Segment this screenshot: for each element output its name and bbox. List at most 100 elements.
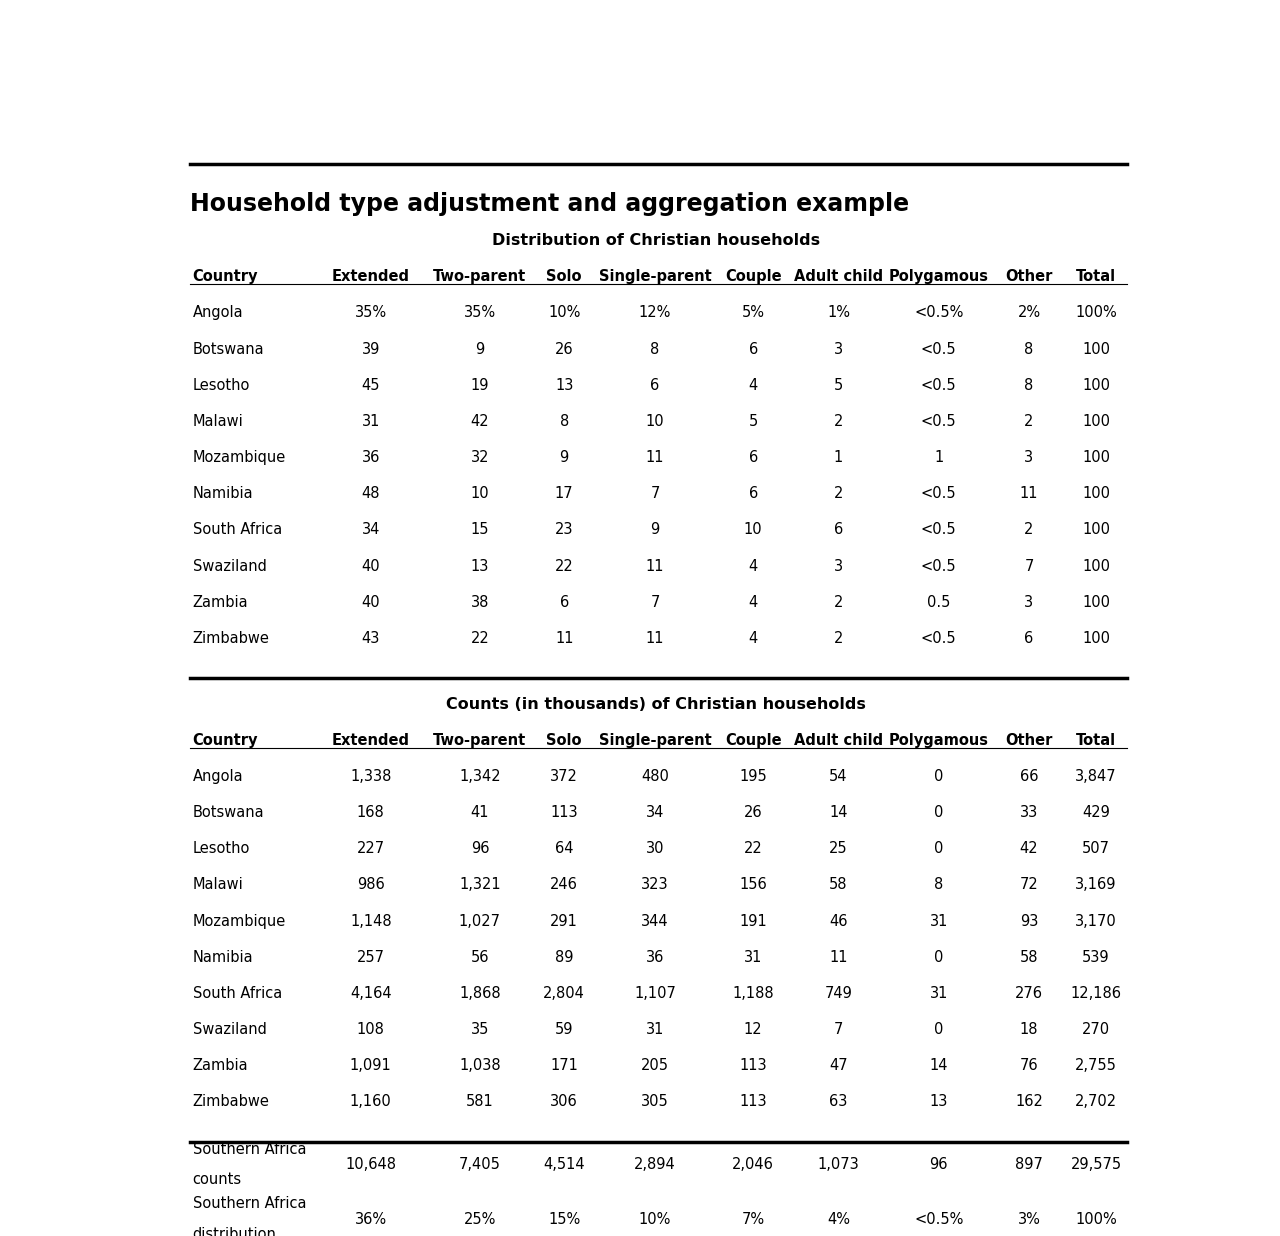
Text: 15%: 15% — [548, 1211, 580, 1226]
Text: 480: 480 — [641, 769, 669, 784]
Text: 291: 291 — [550, 913, 579, 928]
Text: 10: 10 — [744, 523, 763, 538]
Text: 276: 276 — [1015, 986, 1043, 1001]
Text: 15: 15 — [471, 523, 489, 538]
Text: Two-parent: Two-parent — [434, 269, 526, 284]
Text: Solo: Solo — [547, 733, 582, 748]
Text: 58: 58 — [829, 878, 847, 892]
Text: Zimbabwe: Zimbabwe — [193, 1094, 270, 1110]
Text: Household type adjustment and aggregation example: Household type adjustment and aggregatio… — [189, 193, 909, 216]
Text: 31: 31 — [744, 949, 763, 965]
Text: 96: 96 — [929, 1157, 948, 1172]
Text: 2,755: 2,755 — [1075, 1058, 1117, 1073]
Text: 7: 7 — [650, 595, 659, 609]
Text: 7: 7 — [833, 1022, 844, 1037]
Text: 305: 305 — [641, 1094, 669, 1110]
Text: 25%: 25% — [463, 1211, 497, 1226]
Text: 11: 11 — [645, 559, 664, 574]
Text: 2,804: 2,804 — [543, 986, 585, 1001]
Text: 36: 36 — [646, 949, 664, 965]
Text: 46: 46 — [829, 913, 847, 928]
Text: 13: 13 — [471, 559, 489, 574]
Text: 22: 22 — [744, 842, 763, 857]
Text: 6: 6 — [833, 523, 844, 538]
Text: 113: 113 — [740, 1058, 767, 1073]
Text: 227: 227 — [357, 842, 385, 857]
Text: 43: 43 — [362, 630, 380, 646]
Text: 14: 14 — [929, 1058, 948, 1073]
Text: 4: 4 — [749, 378, 758, 393]
Text: 40: 40 — [361, 559, 380, 574]
Text: 35: 35 — [471, 1022, 489, 1037]
Text: distribution: distribution — [193, 1227, 276, 1236]
Text: 11: 11 — [645, 450, 664, 465]
Text: 100: 100 — [1082, 341, 1110, 357]
Text: 3,170: 3,170 — [1075, 913, 1117, 928]
Text: 4: 4 — [749, 630, 758, 646]
Text: 100: 100 — [1082, 559, 1110, 574]
Text: 17: 17 — [556, 486, 573, 502]
Text: 29,575: 29,575 — [1070, 1157, 1121, 1172]
Text: 31: 31 — [929, 913, 948, 928]
Text: Adult child: Adult child — [794, 733, 883, 748]
Text: 3: 3 — [835, 559, 844, 574]
Text: 12%: 12% — [639, 305, 671, 320]
Text: 18: 18 — [1020, 1022, 1038, 1037]
Text: <0.5%: <0.5% — [914, 305, 964, 320]
Text: 100: 100 — [1082, 414, 1110, 429]
Text: 19: 19 — [471, 378, 489, 393]
Text: 100: 100 — [1082, 523, 1110, 538]
Text: Mozambique: Mozambique — [193, 450, 285, 465]
Text: 41: 41 — [471, 805, 489, 821]
Text: 1,321: 1,321 — [460, 878, 500, 892]
Text: 1: 1 — [833, 450, 844, 465]
Text: 0: 0 — [934, 769, 943, 784]
Text: 100%: 100% — [1075, 305, 1117, 320]
Text: Namibia: Namibia — [193, 486, 253, 502]
Text: Southern Africa: Southern Africa — [193, 1142, 306, 1157]
Text: 1,342: 1,342 — [460, 769, 500, 784]
Text: 100: 100 — [1082, 630, 1110, 646]
Text: 22: 22 — [554, 559, 573, 574]
Text: Other: Other — [1005, 269, 1052, 284]
Text: Polygamous: Polygamous — [888, 733, 988, 748]
Text: 7%: 7% — [741, 1211, 764, 1226]
Text: 344: 344 — [641, 913, 669, 928]
Text: 2,702: 2,702 — [1075, 1094, 1117, 1110]
Text: Extended: Extended — [332, 269, 410, 284]
Text: 93: 93 — [1020, 913, 1038, 928]
Text: 323: 323 — [641, 878, 669, 892]
Text: <0.5: <0.5 — [920, 523, 956, 538]
Text: 0.5: 0.5 — [927, 595, 951, 609]
Text: 0: 0 — [934, 1022, 943, 1037]
Text: 100: 100 — [1082, 450, 1110, 465]
Text: Botswana: Botswana — [193, 341, 265, 357]
Text: Couple: Couple — [724, 269, 782, 284]
Text: 581: 581 — [466, 1094, 494, 1110]
Text: 4%: 4% — [827, 1211, 850, 1226]
Text: 1,188: 1,188 — [732, 986, 774, 1001]
Text: 26: 26 — [556, 341, 573, 357]
Text: 156: 156 — [740, 878, 767, 892]
Text: Total: Total — [1076, 733, 1116, 748]
Text: Malawi: Malawi — [193, 414, 243, 429]
Text: 0: 0 — [934, 842, 943, 857]
Text: 12: 12 — [744, 1022, 763, 1037]
Text: 6: 6 — [650, 378, 659, 393]
Text: <0.5%: <0.5% — [914, 1211, 964, 1226]
Text: 749: 749 — [824, 986, 852, 1001]
Text: 0: 0 — [934, 805, 943, 821]
Text: 3,847: 3,847 — [1075, 769, 1116, 784]
Text: 1: 1 — [934, 450, 943, 465]
Text: 6: 6 — [749, 341, 758, 357]
Text: 38: 38 — [471, 595, 489, 609]
Text: 6: 6 — [559, 595, 568, 609]
Text: <0.5: <0.5 — [920, 341, 956, 357]
Text: Mozambique: Mozambique — [193, 913, 285, 928]
Text: 507: 507 — [1082, 842, 1110, 857]
Text: Malawi: Malawi — [193, 878, 243, 892]
Text: 14: 14 — [829, 805, 847, 821]
Text: 89: 89 — [556, 949, 573, 965]
Text: 30: 30 — [645, 842, 664, 857]
Text: 31: 31 — [362, 414, 380, 429]
